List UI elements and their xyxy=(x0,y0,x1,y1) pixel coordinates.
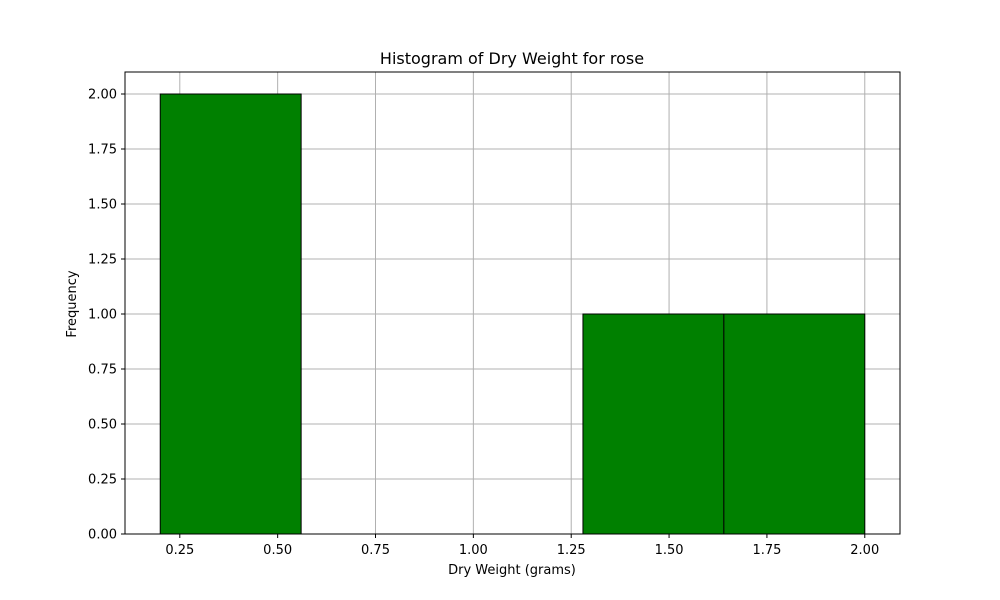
y-tick-label: 1.00 xyxy=(88,308,117,323)
x-tick-label: 1.75 xyxy=(752,543,781,558)
x-tick-label: 1.50 xyxy=(655,543,684,558)
y-tick-label: 0.50 xyxy=(88,418,117,433)
x-tick-label: 0.75 xyxy=(361,543,390,558)
x-tick-label: 0.25 xyxy=(165,543,194,558)
chart-title: Histogram of Dry Weight for rose xyxy=(380,49,644,68)
x-tick-label: 1.00 xyxy=(459,543,488,558)
histogram-bar xyxy=(582,313,725,535)
y-tick-label: 2.00 xyxy=(88,88,117,103)
y-tick-label: 1.25 xyxy=(88,253,117,268)
x-tick-label: 1.25 xyxy=(557,543,586,558)
histogram-bar xyxy=(723,313,866,535)
y-axis-label: Frequency xyxy=(65,270,80,337)
x-axis-ticks: 0.25 0.50 0.75 1.00 1.25 1.50 1.75 2.00 xyxy=(165,534,879,558)
x-axis-label: Dry Weight (grams) xyxy=(448,563,576,578)
plot-area-frame xyxy=(124,71,901,535)
y-tick-label: 0.75 xyxy=(88,363,117,378)
histogram-bar xyxy=(159,93,302,535)
y-axis-ticks: 0.00 0.25 0.50 0.75 1.00 1.25 1.50 1.75 2.00 xyxy=(88,88,125,543)
y-tick-label: 0.25 xyxy=(88,473,117,488)
bars xyxy=(159,93,866,535)
x-tick-label: 0.50 xyxy=(263,543,292,558)
y-tick-label: 1.75 xyxy=(88,143,117,158)
y-tick-label: 1.50 xyxy=(88,198,117,213)
x-tick-label: 2.00 xyxy=(850,543,879,558)
y-tick-label: 0.00 xyxy=(88,528,117,543)
